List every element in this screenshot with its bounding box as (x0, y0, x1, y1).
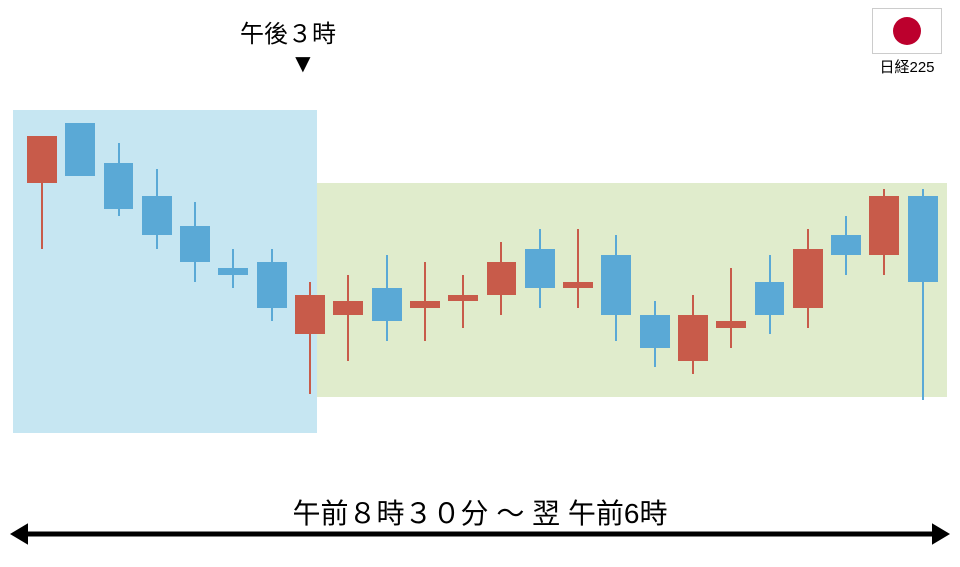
trading-hours-arrow-icon (0, 0, 960, 567)
